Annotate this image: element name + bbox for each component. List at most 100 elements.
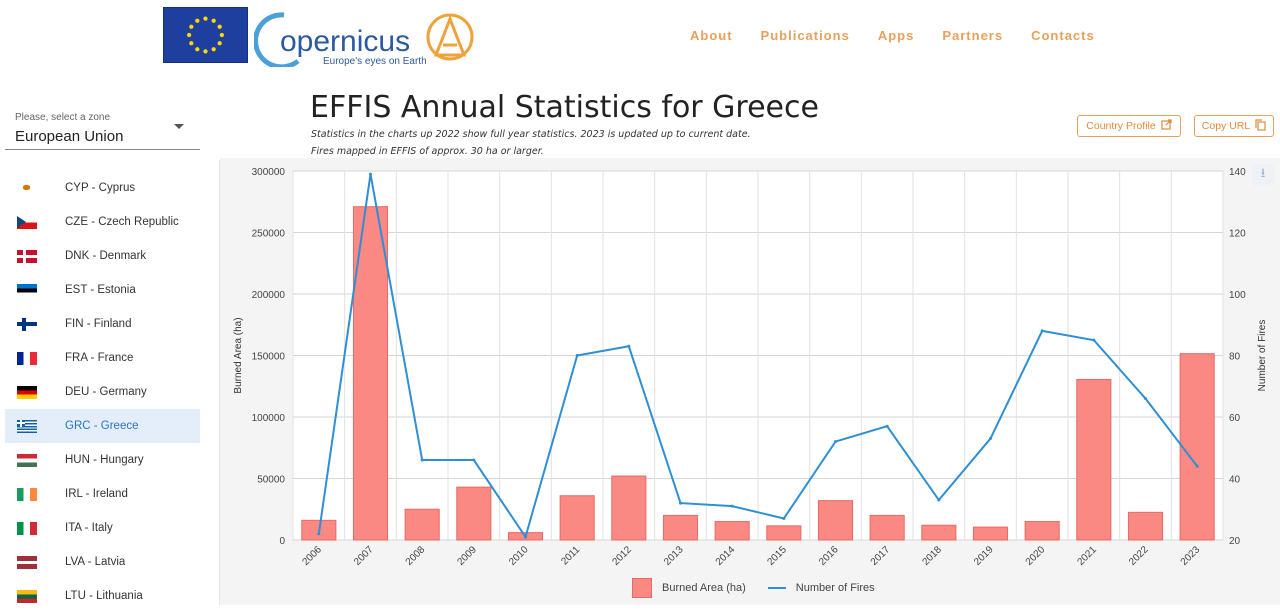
page-subtitle-threshold: Fires mapped in EFFIS of approx. 30 ha o…: [311, 146, 544, 157]
copy-url-label: Copy URL: [1201, 120, 1251, 132]
hungary-flag-icon: [17, 453, 37, 467]
zone-select-label: Please, select a zone: [15, 112, 111, 123]
sidebar-item-italy[interactable]: ITA - Italy: [5, 511, 200, 545]
external-link-icon: [1161, 119, 1172, 133]
denmark-flag-icon: [17, 249, 37, 263]
country-profile-label: Country Profile: [1086, 120, 1156, 132]
bar-burned-area: [404, 508, 440, 541]
y2-axis-label: Number of Fires: [1257, 320, 1268, 392]
sidebar-item-label: DNK - Denmark: [65, 250, 147, 262]
nav-partners[interactable]: Partners: [942, 28, 1004, 43]
sidebar-item-label: FIN - Finland: [65, 318, 132, 330]
chevron-down-icon: [174, 124, 184, 129]
country-list: CYP - Cyprus CZE - Czech Republic DNK - De…: [5, 171, 200, 613]
line-number-of-fires: [317, 173, 1198, 540]
germany-flag-icon: [17, 385, 37, 399]
nav-about[interactable]: About: [690, 28, 733, 43]
point-number-of-fires: [1092, 338, 1096, 342]
point-number-of-fires: [317, 532, 321, 536]
y-tick-label: 200000: [252, 290, 286, 301]
sidebar-item-label: HUN - Hungary: [65, 454, 144, 466]
x-tick-label: 2019: [972, 544, 996, 568]
point-number-of-fires: [1040, 329, 1044, 333]
nav-publications[interactable]: Publications: [760, 28, 850, 43]
x-tick-label: 2008: [404, 544, 428, 568]
bar-burned-area: [352, 206, 389, 541]
sidebar-item-denmark[interactable]: DNK - Denmark: [5, 239, 200, 273]
download-icon[interactable]: ⭳: [1252, 164, 1274, 186]
y-tick-label: 150000: [252, 352, 286, 363]
legend-burned-area[interactable]: Burned Area (ha): [662, 582, 746, 594]
x-tick-label: 2013: [662, 544, 686, 568]
x-tick-label: 2022: [1127, 544, 1151, 568]
point-number-of-fires: [627, 344, 631, 348]
x-tick-label: 2010: [507, 544, 531, 568]
point-number-of-fires: [1195, 464, 1199, 468]
x-tick-label: 2023: [1179, 544, 1203, 568]
y2-tick-label: 80: [1229, 352, 1241, 363]
bar-burned-area: [972, 526, 1009, 541]
y2-tick-label: 60: [1229, 413, 1241, 424]
lithuania-flag-icon: [17, 589, 37, 603]
x-tick-label: 2011: [559, 544, 582, 567]
x-tick-label: 2021: [1075, 544, 1099, 568]
sidebar-item-latvia[interactable]: LVA - Latvia: [5, 545, 200, 579]
nav-apps[interactable]: Apps: [877, 28, 915, 43]
sidebar-item-label: LTU - Lithuania: [65, 590, 143, 602]
point-number-of-fires: [472, 458, 476, 462]
sidebar-item-hungary[interactable]: HUN - Hungary: [5, 443, 200, 477]
italy-flag-icon: [17, 521, 37, 535]
bar-burned-area: [921, 524, 957, 541]
y2-tick-label: 120: [1229, 229, 1246, 240]
chart-svg: 0 50000 100000 150000 200000 250000 300000 20 40…: [233, 167, 1268, 568]
y-tick-label: 0: [279, 536, 285, 547]
bar-burned-area: [766, 525, 802, 541]
x-tick-label: 2016: [817, 544, 841, 568]
zone-select[interactable]: Please, select a zone European Union: [5, 110, 200, 150]
point-number-of-fires: [679, 501, 682, 505]
france-flag-icon: [17, 351, 37, 365]
country-profile-button[interactable]: Country Profile: [1077, 115, 1181, 137]
bar-burned-area: [714, 521, 750, 541]
sidebar-item-czech[interactable]: CZE - Czech Republic: [5, 205, 200, 239]
sidebar-item-france[interactable]: FRA - France: [5, 341, 200, 375]
point-number-of-fires: [937, 498, 941, 502]
legend-number-of-fires[interactable]: Number of Fires: [795, 582, 875, 594]
sidebar-item-estonia[interactable]: EST - Estonia: [5, 273, 200, 307]
bar-burned-area: [1024, 521, 1060, 541]
x-tick-label: 2012: [610, 544, 634, 568]
copy-url-button[interactable]: Copy URL: [1194, 115, 1274, 137]
point-number-of-fires: [1144, 397, 1147, 401]
point-number-of-fires: [885, 424, 889, 428]
sidebar-item-germany[interactable]: DEU - Germany: [5, 375, 200, 409]
x-tick-label: 2006: [300, 544, 324, 568]
header: opernicus Europe's eyes on Earth About P…: [0, 0, 1280, 72]
point-number-of-fires: [369, 172, 372, 176]
eu-flag-logo: [163, 7, 248, 63]
sidebar-item-ireland[interactable]: IRL - Ireland: [5, 477, 200, 511]
chart-legend: Burned Area (ha) Number of Fires: [632, 578, 875, 598]
y2-tick-label: 40: [1229, 475, 1241, 486]
page-title: EFFIS Annual Statistics for Greece: [310, 90, 819, 125]
bar-burned-area: [559, 495, 595, 541]
nav-contacts[interactable]: Contacts: [1031, 28, 1095, 43]
copernicus-logo[interactable]: opernicus Europe's eyes on Earth: [253, 5, 476, 70]
x-tick-label: 2020: [1024, 544, 1048, 568]
sidebar-item-cyprus[interactable]: CYP - Cyprus: [5, 171, 200, 205]
sidebar-item-label: DEU - Germany: [65, 386, 147, 398]
y2-tick-label: 140: [1229, 167, 1246, 178]
sidebar-item-greece[interactable]: GRC - Greece: [5, 409, 200, 443]
sidebar-item-finland[interactable]: FIN - Finland: [5, 307, 200, 341]
point-number-of-fires: [730, 504, 734, 508]
y-tick-label: 300000: [252, 167, 286, 178]
x-tick-label: 2007: [352, 544, 376, 568]
zone-select-value: European Union: [15, 128, 124, 145]
sidebar-item-label: ITA - Italy: [65, 522, 113, 534]
sidebar-item-lithuania[interactable]: LTU - Lithuania: [5, 579, 200, 613]
sidebar-item-label: FRA - France: [65, 352, 134, 364]
point-number-of-fires: [524, 535, 527, 539]
point-number-of-fires: [575, 354, 579, 357]
point-number-of-fires: [989, 437, 992, 441]
x-tick-label: 2014: [714, 544, 738, 568]
sidebar-item-label: CZE - Czech Republic: [65, 216, 179, 228]
